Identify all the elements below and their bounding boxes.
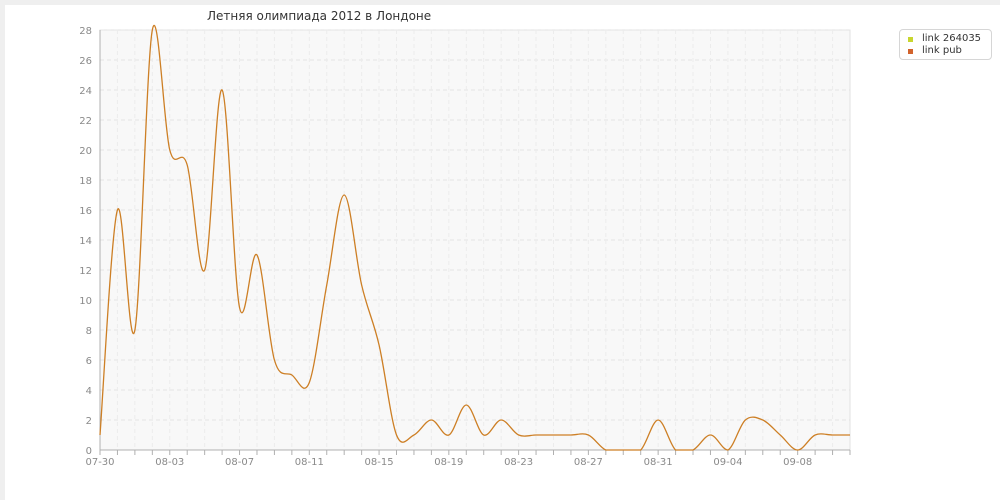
y-tick-label: 2 bbox=[86, 416, 92, 427]
y-tick-label: 10 bbox=[79, 296, 92, 307]
legend-label: link 264035 bbox=[922, 33, 982, 44]
x-tick-label: 07-30 bbox=[85, 457, 114, 468]
y-tick-label: 16 bbox=[79, 206, 92, 217]
y-tick-label: 0 bbox=[86, 446, 92, 457]
grid-lines bbox=[100, 29, 850, 450]
x-tick-label: 08-03 bbox=[155, 457, 184, 468]
x-tick-label: 08-07 bbox=[225, 457, 254, 468]
y-tick-label: 22 bbox=[79, 116, 92, 127]
y-tick-label: 14 bbox=[79, 236, 92, 247]
x-tick-label: 09-04 bbox=[713, 457, 742, 468]
x-tick-label: 08-19 bbox=[434, 457, 463, 468]
series-line-link-pub bbox=[99, 25, 850, 451]
y-tick-label: 8 bbox=[86, 326, 92, 337]
y-tick-label: 18 bbox=[79, 176, 92, 187]
y-tick-label: 12 bbox=[79, 266, 92, 277]
legend-swatch-link-264035 bbox=[908, 37, 913, 42]
y-tick-label: 4 bbox=[86, 386, 92, 397]
x-axis-ticks: 07-30 08-03 08-07 08-11 08-15 08-19 08-23 08-27… bbox=[85, 457, 812, 468]
y-tick-label: 6 bbox=[86, 356, 92, 367]
x-tick-label: 08-27 bbox=[574, 457, 603, 468]
legend-label: link pub bbox=[922, 45, 962, 56]
series-layer bbox=[99, 25, 850, 451]
y-tick-label: 26 bbox=[79, 56, 92, 67]
y-tick-label: 24 bbox=[79, 86, 92, 97]
legend-swatch-link-pub bbox=[908, 49, 913, 54]
x-tick-label: 08-11 bbox=[295, 457, 324, 468]
axes bbox=[99, 30, 851, 455]
x-tick-label: 09-08 bbox=[783, 457, 812, 468]
legend: link 264035 link pub bbox=[899, 29, 992, 60]
chart-title: Летняя олимпиада 2012 в Лондоне bbox=[207, 9, 432, 23]
x-tick-label: 08-31 bbox=[644, 457, 673, 468]
y-tick-label: 20 bbox=[79, 146, 92, 157]
y-tick-label: 28 bbox=[79, 26, 92, 37]
x-tick-label: 08-23 bbox=[504, 457, 533, 468]
x-tick-label: 08-15 bbox=[365, 457, 394, 468]
